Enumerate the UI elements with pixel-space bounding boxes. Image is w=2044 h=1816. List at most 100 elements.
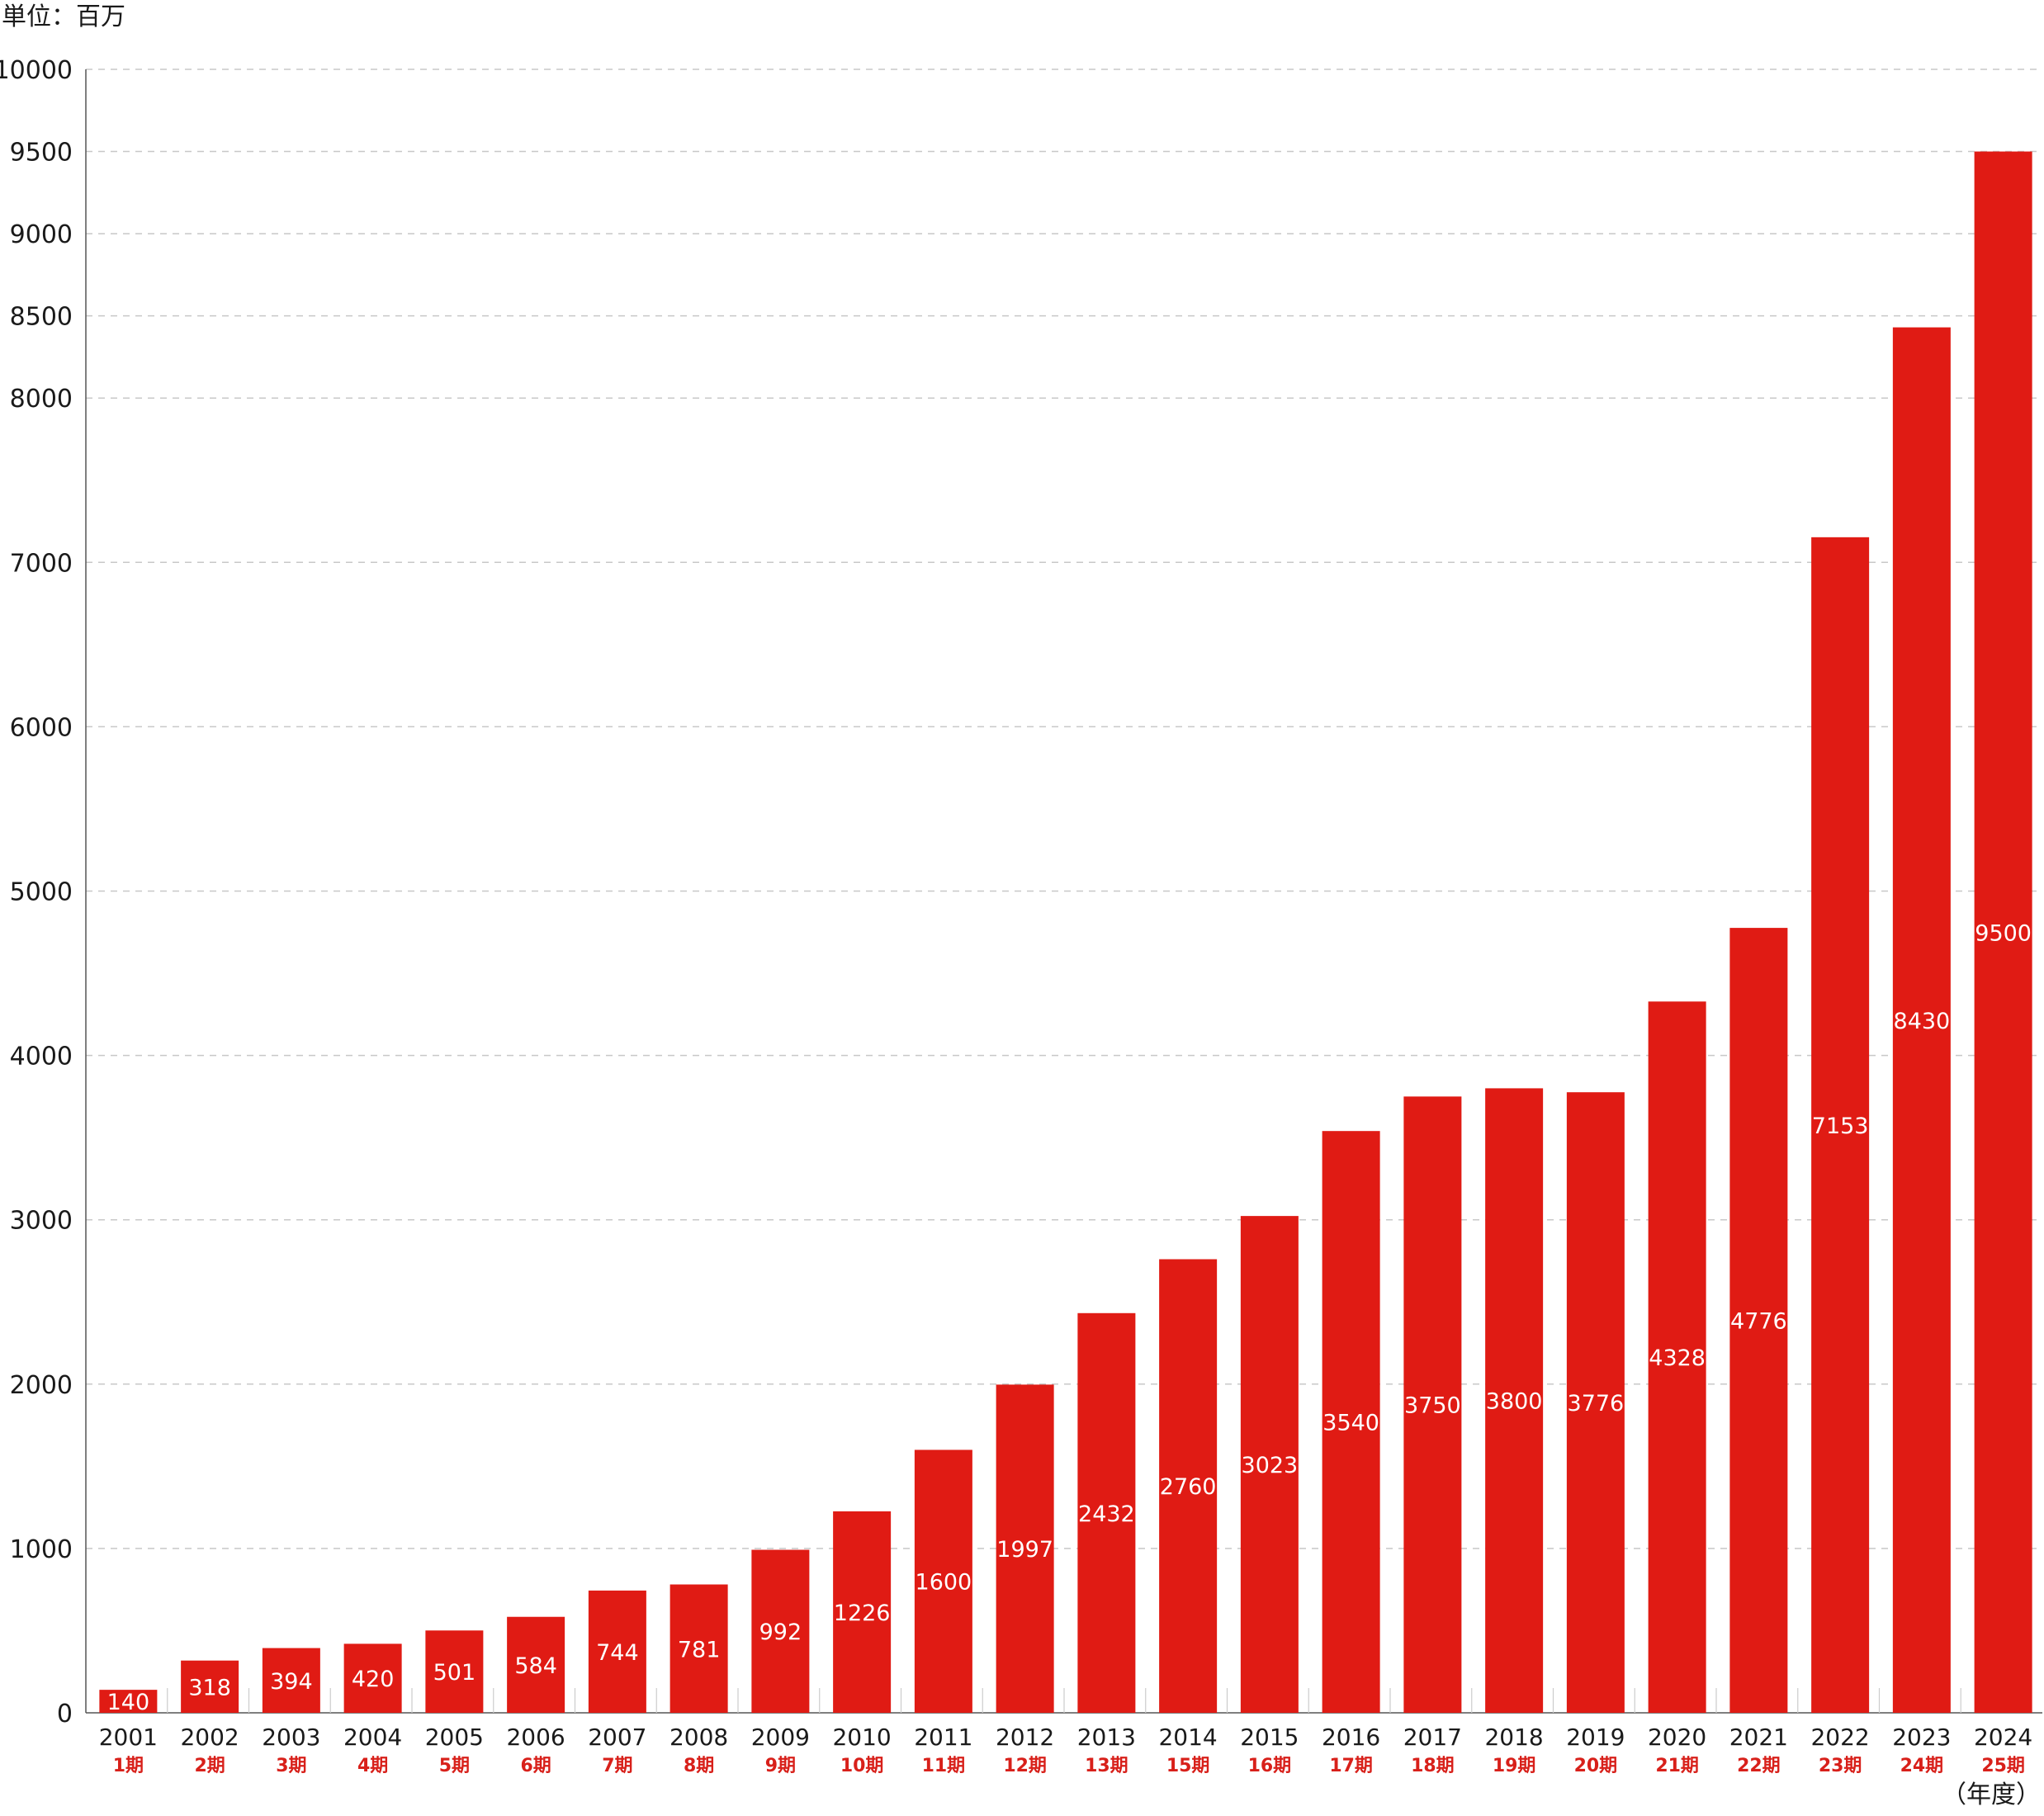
period-label-2008: 8期 bbox=[684, 1756, 714, 1776]
x-tick-label-2005: 2005 bbox=[425, 1724, 484, 1751]
data-label-2014: 2760 bbox=[1160, 1474, 1217, 1500]
x-tick-label-2001: 2001 bbox=[99, 1724, 158, 1751]
period-label-2010: 10期 bbox=[840, 1756, 884, 1776]
data-label-2003: 394 bbox=[270, 1669, 313, 1695]
data-label-2004: 420 bbox=[352, 1667, 395, 1692]
period-label-2006: 6期 bbox=[520, 1756, 551, 1776]
x-tick-label-2008: 2008 bbox=[670, 1724, 728, 1751]
x-tick-label-2012: 2012 bbox=[996, 1724, 1054, 1751]
x-tick-label-2010: 2010 bbox=[832, 1724, 891, 1751]
bar-2018 bbox=[1485, 1088, 1544, 1713]
x-tick-label-2020: 2020 bbox=[1648, 1724, 1706, 1751]
period-label-2002: 2期 bbox=[194, 1756, 225, 1776]
x-tick-label-2022: 2022 bbox=[1810, 1724, 1869, 1751]
period-label-2014: 15期 bbox=[1166, 1756, 1210, 1776]
y-tick-label-2000: 2000 bbox=[10, 1371, 73, 1400]
data-label-2020: 4328 bbox=[1649, 1345, 1706, 1371]
data-label-2009: 992 bbox=[759, 1620, 802, 1645]
x-tick-label-2007: 2007 bbox=[588, 1724, 646, 1751]
data-label-2008: 781 bbox=[678, 1637, 721, 1662]
bar-2019 bbox=[1566, 1092, 1625, 1713]
x-tick-label-2013: 2013 bbox=[1077, 1724, 1136, 1751]
period-label-2009: 9期 bbox=[765, 1756, 796, 1776]
data-label-2019: 3776 bbox=[1568, 1391, 1625, 1416]
bar-2014 bbox=[1159, 1259, 1218, 1713]
period-label-2012: 12期 bbox=[1003, 1756, 1047, 1776]
x-axis-labels: 2001 1期 2002 2期 2003 3期 2004 4期 2005 5期 2006 6期 2007… bbox=[99, 1724, 2033, 1776]
period-label-2021: 22期 bbox=[1737, 1756, 1781, 1776]
y-tick-label-1000: 1000 bbox=[10, 1535, 73, 1564]
bar-2002 bbox=[181, 1660, 239, 1713]
data-label-2018: 3800 bbox=[1486, 1389, 1543, 1415]
data-label-2013: 2432 bbox=[1078, 1502, 1135, 1527]
period-label-2015: 16期 bbox=[1248, 1756, 1292, 1776]
y-tick-label-0: 0 bbox=[57, 1700, 73, 1729]
bar-2013 bbox=[1077, 1312, 1136, 1713]
bar-2015 bbox=[1240, 1216, 1299, 1713]
bar-2006 bbox=[507, 1616, 565, 1713]
x-tick-label-2015: 2015 bbox=[1240, 1724, 1299, 1751]
data-label-2024: 9500 bbox=[1975, 920, 2032, 946]
data-label-2012: 1997 bbox=[996, 1537, 1053, 1563]
x-tick-label-2006: 2006 bbox=[506, 1724, 565, 1751]
period-label-2003: 3期 bbox=[276, 1756, 306, 1776]
data-label-2011: 1600 bbox=[916, 1570, 972, 1596]
data-label-2021: 4776 bbox=[1730, 1309, 1787, 1335]
period-label-2020: 21期 bbox=[1655, 1756, 1699, 1776]
bar-2009 bbox=[751, 1549, 810, 1713]
y-tick-label-9500: 9500 bbox=[10, 139, 73, 168]
data-label-2002: 318 bbox=[188, 1675, 231, 1700]
period-label-2022: 23期 bbox=[1819, 1756, 1862, 1776]
bar-2012 bbox=[996, 1384, 1054, 1713]
bar-2024 bbox=[1974, 151, 2032, 1713]
period-label-2013: 13期 bbox=[1085, 1756, 1128, 1776]
x-tick-label-2023: 2023 bbox=[1892, 1724, 1951, 1751]
period-label-2024: 25期 bbox=[1981, 1756, 2025, 1776]
x-tick-label-2017: 2017 bbox=[1403, 1724, 1462, 1751]
bar-2003 bbox=[262, 1648, 320, 1713]
data-label-2005: 501 bbox=[433, 1660, 476, 1686]
x-unit-label: （年度） bbox=[1942, 1781, 2041, 1809]
y-tick-label-3000: 3000 bbox=[10, 1207, 73, 1236]
y-tick-label-8500: 8500 bbox=[10, 303, 73, 332]
bar-2005 bbox=[425, 1630, 484, 1713]
y-axis-ticks: 0 1000 2000 3000 4000 5000 6000 7000 8000 8500 900… bbox=[0, 56, 73, 1729]
data-label-2006: 584 bbox=[514, 1653, 557, 1679]
x-tick-label-2011: 2011 bbox=[914, 1724, 972, 1751]
period-label-2005: 5期 bbox=[439, 1756, 470, 1776]
period-label-2001: 1期 bbox=[113, 1756, 144, 1776]
y-tick-label-10000: 10000 bbox=[0, 56, 73, 85]
bar-2001 bbox=[99, 1690, 158, 1713]
x-tick-label-2018: 2018 bbox=[1484, 1724, 1543, 1751]
x-tick-label-2003: 2003 bbox=[262, 1724, 320, 1751]
bar-2004 bbox=[343, 1643, 402, 1713]
period-label-2019: 20期 bbox=[1574, 1756, 1618, 1776]
bar-2007 bbox=[588, 1590, 646, 1713]
data-label-2015: 3023 bbox=[1242, 1453, 1299, 1478]
data-label-2001: 140 bbox=[107, 1690, 150, 1715]
bar-2016 bbox=[1322, 1131, 1380, 1713]
bar-2017 bbox=[1403, 1096, 1462, 1713]
bar-2008 bbox=[670, 1584, 728, 1713]
data-label-2007: 744 bbox=[596, 1640, 639, 1666]
x-tick-label-2004: 2004 bbox=[343, 1724, 402, 1751]
bar-2020 bbox=[1648, 1001, 1706, 1713]
period-label-2004: 4期 bbox=[357, 1756, 388, 1776]
gridlines bbox=[86, 69, 2042, 1549]
data-label-2017: 3750 bbox=[1404, 1393, 1461, 1419]
data-label-2022: 7153 bbox=[1812, 1114, 1869, 1139]
x-tick-label-2019: 2019 bbox=[1566, 1724, 1625, 1751]
x-tick-label-2021: 2021 bbox=[1729, 1724, 1788, 1751]
period-label-2007: 7期 bbox=[602, 1756, 632, 1776]
y-tick-label-6000: 6000 bbox=[10, 713, 73, 742]
bar-2023 bbox=[1892, 327, 1951, 1713]
bar-2011 bbox=[914, 1449, 972, 1713]
y-tick-label-8000: 8000 bbox=[10, 385, 73, 414]
period-label-2016: 17期 bbox=[1329, 1756, 1373, 1776]
period-label-2023: 24期 bbox=[1900, 1756, 1944, 1776]
y-tick-label-5000: 5000 bbox=[10, 878, 73, 907]
bar-2021 bbox=[1729, 928, 1788, 1713]
bar-2010 bbox=[833, 1511, 892, 1713]
x-tick-label-2009: 2009 bbox=[751, 1724, 810, 1751]
